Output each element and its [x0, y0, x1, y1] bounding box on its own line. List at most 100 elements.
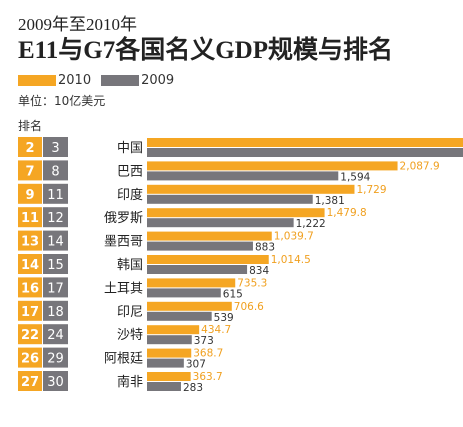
- rank-2010-label: 11: [21, 211, 39, 226]
- bar-2010: [147, 325, 200, 335]
- rank-2009-label: 18: [47, 305, 64, 320]
- rank-2009-box: [43, 324, 68, 345]
- rank-2009-label: 17: [47, 281, 64, 296]
- rank-2010-label: 16: [21, 281, 39, 296]
- bar-2009: [147, 335, 192, 345]
- bar-2010: [147, 372, 191, 381]
- rank-2010-box: [18, 183, 42, 204]
- data-label-2010: 368.7: [193, 348, 223, 360]
- rank-2009-label: 30: [47, 375, 64, 390]
- data-label-2009: 307: [186, 359, 206, 371]
- legend-label-2009: 2009: [141, 72, 175, 88]
- bar-2009: [147, 171, 339, 181]
- rank-2010-label: 27: [21, 375, 39, 390]
- data-label-2010: 363.7: [193, 371, 223, 383]
- bar-2010: [147, 231, 272, 241]
- rank-2010-label: 2: [25, 141, 34, 156]
- category-label: 印尼: [117, 305, 143, 320]
- rank-2010-label: 13: [21, 235, 39, 250]
- category-label: 印度: [117, 187, 143, 203]
- bar-2010: [147, 348, 192, 358]
- data-label-2009: 283: [183, 382, 203, 394]
- data-label-2010: 2,087.9: [400, 160, 440, 172]
- bar-2009: [147, 382, 181, 391]
- bar-2010: [147, 184, 355, 194]
- rank-2010-label: 9: [25, 188, 34, 203]
- rank-2009-label: 24: [47, 328, 64, 343]
- rank-2009-box: [43, 347, 68, 368]
- rank-2010-label: 14: [21, 258, 39, 273]
- bar-2009: [147, 194, 313, 204]
- bar-2009: [147, 311, 212, 321]
- rank-2009-label: 29: [47, 352, 64, 367]
- legend: 2010 2009: [18, 72, 184, 88]
- data-label-2010: 1,729: [356, 184, 386, 196]
- bar-2010: [147, 161, 398, 171]
- data-label-2009: 615: [223, 288, 243, 300]
- data-label-2009: 834: [249, 265, 269, 277]
- bar-2009: [147, 241, 253, 251]
- rank-2010-box: [18, 300, 42, 321]
- category-label: 沙特: [117, 328, 143, 343]
- bar-2009: [147, 288, 221, 298]
- data-label-2009: 1,222: [296, 218, 326, 230]
- rank-2009-box: [43, 183, 68, 204]
- data-label-2010: 434.7: [201, 324, 231, 336]
- category-label: 巴西: [117, 164, 143, 179]
- rank-2009-label: 12: [47, 211, 64, 226]
- bar-2010: [147, 301, 232, 311]
- rank-2010-box: [18, 160, 42, 181]
- rank-2010-label: 26: [21, 352, 39, 367]
- bar-2010: [147, 208, 325, 218]
- data-label-2009: 1,594: [340, 171, 370, 183]
- data-label-2009: 373: [194, 335, 214, 347]
- rank-2009-box: [43, 160, 68, 181]
- category-label: 墨西哥: [104, 235, 143, 250]
- data-label-2010: 706.6: [234, 301, 264, 313]
- rank-2010-box: [18, 254, 42, 274]
- category-label: 俄罗斯: [104, 211, 143, 226]
- data-label-2009: 883: [255, 242, 275, 254]
- data-label-2010: 1,014.5: [271, 254, 311, 266]
- rank-2009-box: [43, 371, 68, 391]
- rank-2010-box: [18, 207, 42, 228]
- category-label: 阿根廷: [104, 352, 143, 367]
- rank-2010-label: 7: [25, 164, 34, 179]
- rank-2010-box: [18, 347, 42, 368]
- rank-2010-label: 17: [21, 305, 39, 320]
- rank-2010-label: 22: [21, 328, 39, 343]
- data-label-2010: 1,479.8: [327, 207, 367, 219]
- category-label: 中国: [117, 141, 143, 156]
- rank-2010-box: [18, 324, 42, 345]
- rank-2009-label: 15: [47, 258, 64, 273]
- rank-2010-box: [18, 230, 42, 251]
- bar-2009: [147, 358, 184, 368]
- rank-2009-label: 8: [51, 164, 59, 179]
- bar-2009: [147, 218, 294, 228]
- category-label: 土耳其: [104, 281, 143, 296]
- rank-2009-box: [43, 230, 68, 251]
- rank-2010-box: [18, 137, 42, 157]
- rank-2009-box: [43, 300, 68, 321]
- data-label-2010: 735.3: [237, 277, 267, 289]
- rank-2009-box: [43, 277, 68, 298]
- data-label-2010: 1,039.7: [274, 231, 314, 243]
- chart-subtitle: 2009年至2010年: [18, 15, 137, 34]
- bar-2010: [147, 278, 236, 288]
- bar-2009: [147, 265, 248, 274]
- category-label: 南非: [117, 374, 143, 390]
- legend-label-2010: 2010: [58, 72, 92, 88]
- bar-2010: [147, 138, 463, 147]
- bar-2010: [147, 255, 269, 264]
- rank-2009-label: 14: [47, 235, 64, 250]
- rank-2009-box: [43, 254, 68, 274]
- rank-2010-box: [18, 277, 42, 298]
- category-label: 韩国: [117, 258, 143, 273]
- bar-2009: [147, 148, 463, 157]
- data-label-2009: 1,381: [315, 195, 345, 207]
- rank-header: 排名: [18, 119, 43, 133]
- legend-swatch-2009: [101, 74, 140, 86]
- rank-2009-label: 11: [47, 188, 64, 203]
- chart-title: E11与G7各国名义GDP规模与排名: [18, 37, 394, 64]
